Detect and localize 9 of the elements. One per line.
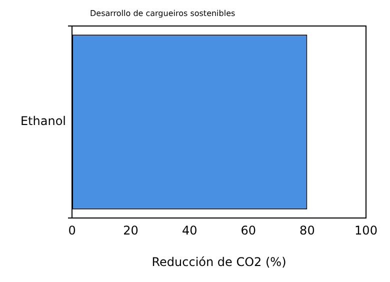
- chart-title: Desarrollo de cargueiros sostenibles: [90, 9, 236, 18]
- x-tick-label: 40: [182, 223, 198, 238]
- x-axis-title: Reducción de CO2 (%): [152, 254, 286, 269]
- x-tick-label: 80: [300, 223, 315, 238]
- x-tick-label: 20: [123, 223, 138, 238]
- y-tick-label: Ethanol: [20, 114, 66, 128]
- x-tick-label: 100: [354, 223, 378, 238]
- x-tick-label: 0: [68, 223, 76, 238]
- x-tick-label: 60: [240, 223, 256, 238]
